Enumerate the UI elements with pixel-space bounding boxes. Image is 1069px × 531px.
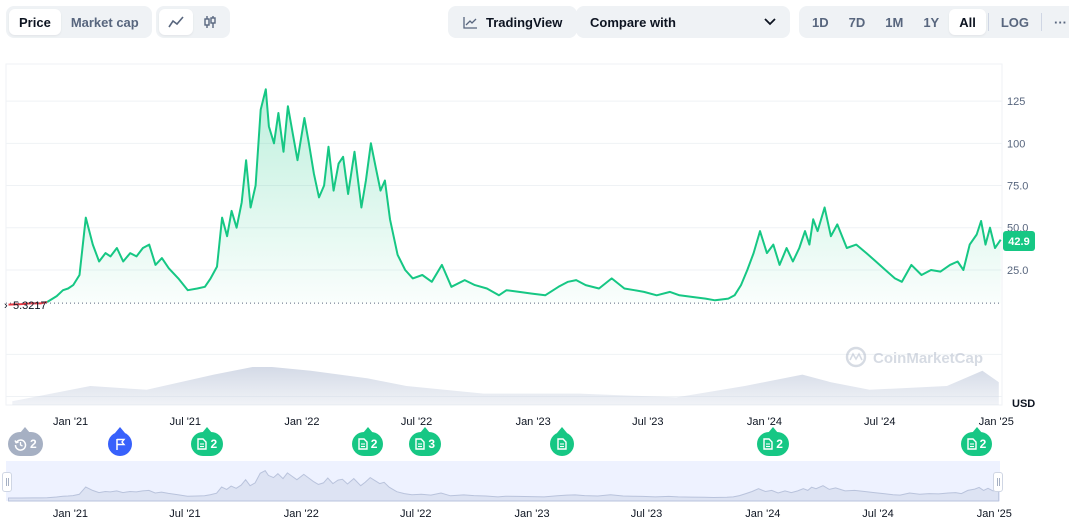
y-tick-label: 25.0 — [1007, 265, 1028, 277]
more-divider — [1041, 13, 1043, 31]
event-pin — [115, 427, 126, 433]
x-tick-label: Jul '21 — [170, 416, 201, 428]
tradingview-group: TradingView — [448, 6, 578, 38]
x-tick-label: Jan '23 — [516, 416, 551, 428]
event-count: 2 — [370, 437, 378, 451]
tab-market-cap[interactable]: Market cap — [70, 14, 139, 30]
coinmarketcap-logo-mark — [849, 352, 863, 361]
history-icon — [14, 438, 27, 451]
document-icon — [966, 438, 977, 450]
event-marker-doc[interactable]: 3 — [409, 427, 442, 456]
coinmarketcap-logo-icon — [845, 346, 867, 368]
event-marker-doc[interactable] — [549, 427, 574, 456]
navigator-series — [8, 470, 1000, 502]
navigator-right-handle[interactable] — [993, 472, 1003, 492]
navigator-x-tick-label: Jan '25 — [977, 508, 1012, 520]
event-pin — [971, 427, 982, 433]
range-selector: 1D 7D 1M 1Y All LOG ··· — [799, 6, 1069, 38]
currency-label: USD — [1012, 398, 1035, 410]
range-7d-button[interactable]: 7D — [848, 14, 866, 30]
price-line — [46, 88, 1002, 303]
navigator-x-tick-label: Jan '21 — [53, 508, 88, 520]
price-area-fill — [8, 89, 1001, 305]
x-tick-label: Jul '23 — [632, 416, 663, 428]
x-tick-label: Jan '22 — [284, 416, 319, 428]
tradingview-icon — [463, 16, 477, 29]
chevron-down-icon — [764, 18, 776, 26]
line-chart-icon — [168, 16, 184, 28]
event-pin — [768, 427, 779, 433]
range-1y-button[interactable]: 1Y — [923, 14, 940, 30]
document-icon — [556, 438, 567, 450]
candlestick-icon — [204, 16, 216, 28]
x-axis-ticks: Jan '21 Jul '21 Jan '22 Jul '22 Jan '23 Jul '… — [53, 416, 1014, 428]
navigator-x-tick-label: Jul '24 — [862, 508, 893, 520]
document-icon — [197, 438, 208, 450]
navigator-x-ticks: Jan '21 Jul '21 Jan '22 Jul '22 Jan '23 Jul '… — [53, 508, 1012, 520]
event-marker-history[interactable]: 2 — [8, 427, 43, 456]
range-all-button[interactable]: All — [949, 9, 986, 35]
x-tick-label: Jan '25 — [979, 416, 1014, 428]
current-price-label: 42.9 — [1008, 236, 1029, 248]
navigator-x-tick-label: Jul '23 — [631, 508, 662, 520]
price-mode-tabs: Price Market cap — [6, 6, 152, 38]
watermark-text: CoinMarketCap — [873, 350, 983, 367]
price-series — [8, 88, 1002, 306]
event-pin — [202, 427, 213, 433]
navigator-x-tick-label: Jul '22 — [400, 508, 431, 520]
navigator-x-tick-label: Jan '24 — [745, 508, 780, 520]
document-icon — [415, 438, 426, 450]
navigator-x-tick-label: Jan '23 — [515, 508, 550, 520]
navigator-x-tick-label: Jan '22 — [284, 508, 319, 520]
event-pin — [362, 427, 373, 433]
x-tick-label: Jan '24 — [747, 416, 782, 428]
document-icon — [358, 438, 368, 450]
line-chart-button[interactable] — [159, 9, 193, 35]
volume-series — [12, 367, 999, 405]
start-price-label: 5.3217 — [13, 300, 47, 312]
document-icon — [763, 438, 773, 450]
event-marker-flag[interactable] — [108, 427, 133, 456]
event-count: 2 — [210, 437, 218, 451]
navigator-x-tick-label: Jul '21 — [169, 508, 200, 520]
volume-area — [12, 367, 999, 405]
event-count: 3 — [428, 437, 436, 451]
event-marker-doc[interactable]: 2 — [960, 427, 993, 456]
range-1d-button[interactable]: 1D — [812, 14, 829, 30]
event-pin — [556, 427, 567, 433]
candlestick-button[interactable] — [193, 9, 227, 35]
y-tick-label: 75.0 — [1007, 181, 1028, 193]
start-price-marker: › 5.3217 — [4, 300, 47, 312]
tab-price[interactable]: Price — [9, 9, 61, 35]
x-tick-label: Jul '24 — [864, 416, 895, 428]
event-count: 2 — [30, 437, 37, 451]
chart-type-toggle — [156, 6, 230, 38]
event-marker-doc[interactable]: 2 — [757, 427, 789, 456]
more-options-button[interactable]: ··· — [1054, 14, 1068, 30]
tradingview-button[interactable]: TradingView — [451, 9, 574, 35]
y-tick-label: 100 — [1007, 138, 1025, 150]
compare-select[interactable]: Compare with — [576, 6, 790, 38]
watermark: CoinMarketCap — [845, 346, 983, 368]
log-scale-button[interactable]: LOG — [1000, 14, 1030, 30]
y-tick-label: 125 — [1007, 96, 1025, 108]
flag-icon — [115, 438, 125, 450]
x-tick-label: Jan '21 — [53, 416, 88, 428]
navigator-left-handle[interactable] — [2, 472, 12, 492]
event-count: 2 — [776, 437, 783, 451]
current-price-badge: 42.9 — [1003, 231, 1035, 251]
event-pin — [20, 427, 31, 433]
event-pin — [420, 427, 431, 433]
tradingview-label: TradingView — [486, 14, 563, 30]
event-count: 2 — [979, 437, 987, 451]
event-marker-doc[interactable]: 2 — [351, 427, 384, 456]
start-price-arrow-icon: › — [4, 300, 8, 312]
event-marker-doc[interactable]: 2 — [191, 427, 224, 456]
navigator[interactable] — [6, 461, 1000, 502]
compare-label: Compare with — [590, 14, 676, 30]
range-divider — [987, 13, 989, 31]
range-1m-button[interactable]: 1M — [885, 14, 904, 30]
x-tick-label: Jul '22 — [401, 416, 432, 428]
